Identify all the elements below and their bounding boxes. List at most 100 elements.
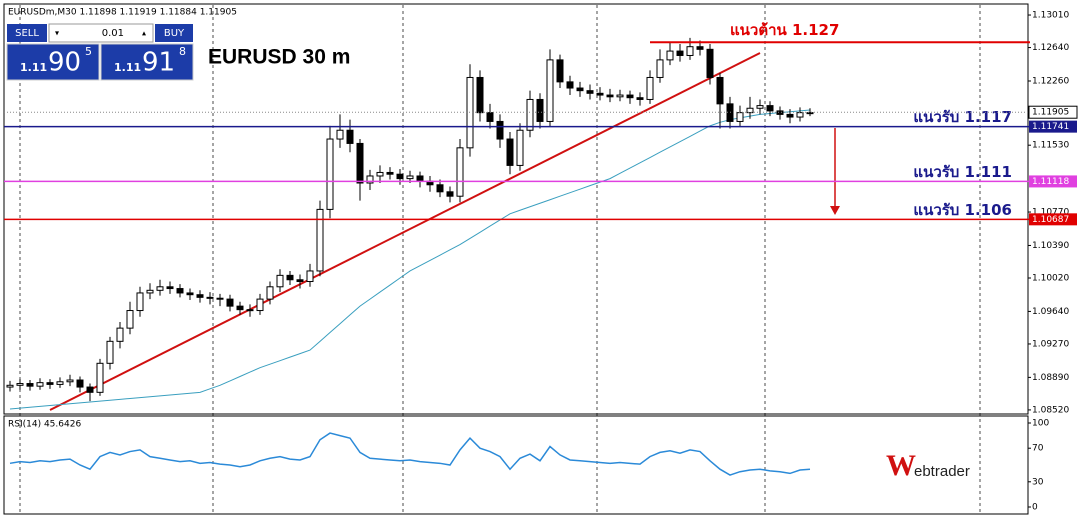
level-annotation: แนวต้าน 1.127 — [730, 21, 839, 39]
rsi-title: RSI(14) 45.6426 — [8, 420, 81, 430]
candle-body — [666, 50, 674, 61]
candle-body — [396, 173, 404, 180]
y-tick-label: 1.09640 — [1032, 307, 1069, 317]
buy-button[interactable] — [155, 24, 193, 42]
candle-body — [66, 379, 74, 383]
candle-body — [326, 138, 334, 210]
candle-body — [6, 384, 14, 388]
price-tag — [1029, 120, 1077, 133]
candle-body — [256, 298, 264, 312]
candle-body — [106, 340, 114, 364]
candle-body — [476, 76, 484, 114]
lot-value: 0.01 — [102, 28, 124, 39]
candle-body — [576, 87, 584, 92]
candle-body — [156, 286, 164, 291]
candle-body — [316, 208, 324, 272]
candle-body — [76, 379, 84, 388]
chart-title: EURUSD 30 m — [208, 46, 350, 69]
y-tick-label: 1.10020 — [1032, 273, 1069, 283]
candle-body — [366, 175, 374, 184]
rsi-tick-label: 0 — [1032, 503, 1038, 513]
candle-body — [46, 382, 54, 385]
candle-body — [566, 81, 574, 89]
candle-body — [676, 50, 684, 56]
candle-body — [496, 120, 504, 140]
candle-body — [436, 184, 444, 193]
ask-box[interactable] — [100, 43, 194, 81]
ask-big: 1.11 — [114, 61, 141, 74]
candle-body — [206, 296, 214, 299]
candle-body — [736, 112, 744, 122]
candle-body — [176, 288, 184, 294]
candle-body — [556, 59, 564, 83]
candle-body — [716, 76, 724, 105]
logo-text: ebtrader — [914, 463, 970, 480]
bid-box[interactable] — [6, 43, 100, 81]
candle-body — [416, 175, 424, 182]
y-tick-label: 1.12640 — [1032, 43, 1069, 53]
rsi-tick-label: 100 — [1032, 419, 1049, 429]
candle-body — [376, 171, 384, 177]
candle-body — [36, 382, 44, 387]
y-tick-label: 1.10770 — [1032, 208, 1069, 218]
candle-body — [96, 362, 104, 393]
candle-body — [236, 305, 244, 311]
moving-average — [9, 109, 811, 410]
candle-body — [776, 110, 784, 115]
candle-body — [526, 98, 534, 131]
bid-main: 90 — [48, 48, 81, 78]
candle-body — [86, 386, 94, 393]
logo-w: W — [886, 449, 916, 482]
y-tick-label: 1.08890 — [1032, 373, 1069, 383]
candle-body — [656, 59, 664, 78]
candle-body — [276, 274, 284, 288]
price-tag — [1029, 175, 1077, 188]
candle-body — [486, 112, 494, 122]
candle-body — [286, 274, 294, 281]
price-tag — [1029, 213, 1077, 226]
lot-arrow: ▴ — [142, 29, 146, 38]
candle-body — [16, 383, 24, 386]
candle-body — [356, 142, 364, 184]
candle-body — [606, 94, 614, 98]
candle-body — [766, 105, 774, 112]
candle-body — [796, 112, 804, 118]
ask-main: 91 — [142, 48, 175, 78]
y-tick-label: 1.13010 — [1032, 11, 1069, 21]
candle-body — [146, 289, 154, 294]
candle-body — [56, 381, 64, 385]
lot-input[interactable] — [48, 23, 154, 43]
candle-body — [636, 97, 644, 100]
candle-body — [306, 270, 314, 283]
candle-body — [26, 383, 34, 387]
candle-body — [266, 286, 274, 300]
candle-body — [296, 279, 304, 283]
bid-big: 1.11 — [20, 61, 47, 74]
candle-body — [786, 113, 794, 118]
last-price-tag — [1028, 105, 1078, 119]
candle-body — [616, 94, 624, 98]
candle-body — [746, 107, 754, 114]
candle-body — [546, 59, 554, 122]
price-frame — [3, 3, 1029, 415]
rsi-tick-label: 30 — [1032, 477, 1044, 487]
candle-body — [586, 90, 594, 94]
candle-body — [216, 297, 224, 300]
candle-body — [516, 129, 524, 166]
symbol-header: EURUSDm,M30 1.11898 1.11919 1.11884 1.11… — [8, 8, 237, 18]
candle-body — [126, 310, 134, 329]
buy-label: BUY — [164, 28, 185, 39]
sell-button[interactable] — [7, 24, 47, 42]
candle-body — [346, 129, 354, 144]
candle-body — [706, 48, 714, 78]
y-tick-label: 1.09270 — [1032, 339, 1069, 349]
candle-body — [596, 92, 604, 96]
candle-body — [196, 294, 204, 298]
y-tick-label: 1.11530 — [1032, 141, 1069, 151]
last-price-label: 1.11905 — [1032, 108, 1069, 118]
ask-small: 8 — [179, 45, 186, 58]
candle-body — [386, 171, 394, 175]
y-tick-label: 1.08520 — [1032, 405, 1069, 415]
